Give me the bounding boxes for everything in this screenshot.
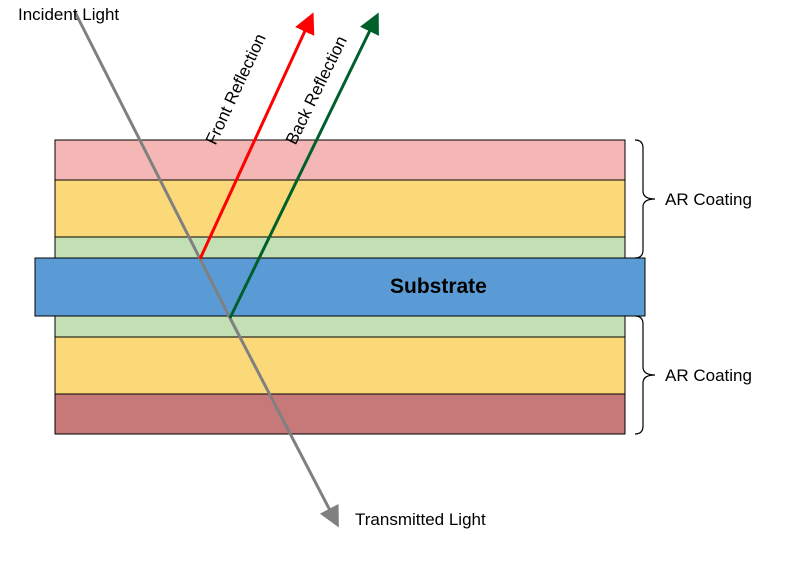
bottom-coating-layer-2 xyxy=(55,394,625,434)
substrate-label: Substrate xyxy=(390,275,487,299)
incident-light-label: Incident Light xyxy=(18,5,119,25)
bottom-coating-layer-0 xyxy=(55,316,625,337)
bottom-coating-layer-1 xyxy=(55,337,625,394)
coating-layers xyxy=(35,140,645,434)
top-coating-layer-1 xyxy=(55,180,625,237)
bottom-bracket xyxy=(635,316,655,434)
top-bracket xyxy=(635,140,655,258)
transmitted-light-label: Transmitted Light xyxy=(355,510,486,530)
top-coating-layer-0 xyxy=(55,140,625,180)
top-coating-layer-2 xyxy=(55,237,625,258)
ar-coating-top-label: AR Coating xyxy=(665,190,752,210)
substrate-layer xyxy=(35,258,645,316)
ar-coating-bottom-label: AR Coating xyxy=(665,366,752,386)
